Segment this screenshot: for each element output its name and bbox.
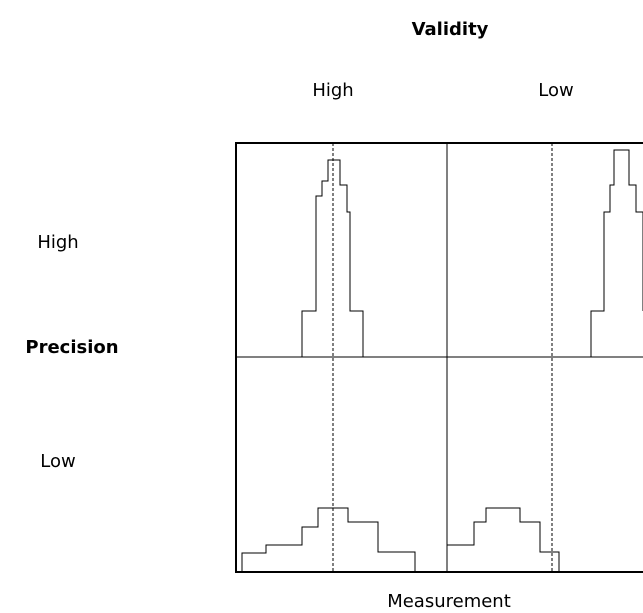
column-label: High [312,80,353,101]
row-label: High [37,232,78,253]
histogram [241,507,416,572]
row-label: Low [40,451,75,472]
histogram [590,149,643,357]
footer-label: Measurement [387,591,511,612]
histogram [447,507,560,572]
histogram [301,159,364,357]
row-title: Precision [25,337,118,358]
column-label: Low [538,80,573,101]
column-title: Validity [412,19,489,40]
